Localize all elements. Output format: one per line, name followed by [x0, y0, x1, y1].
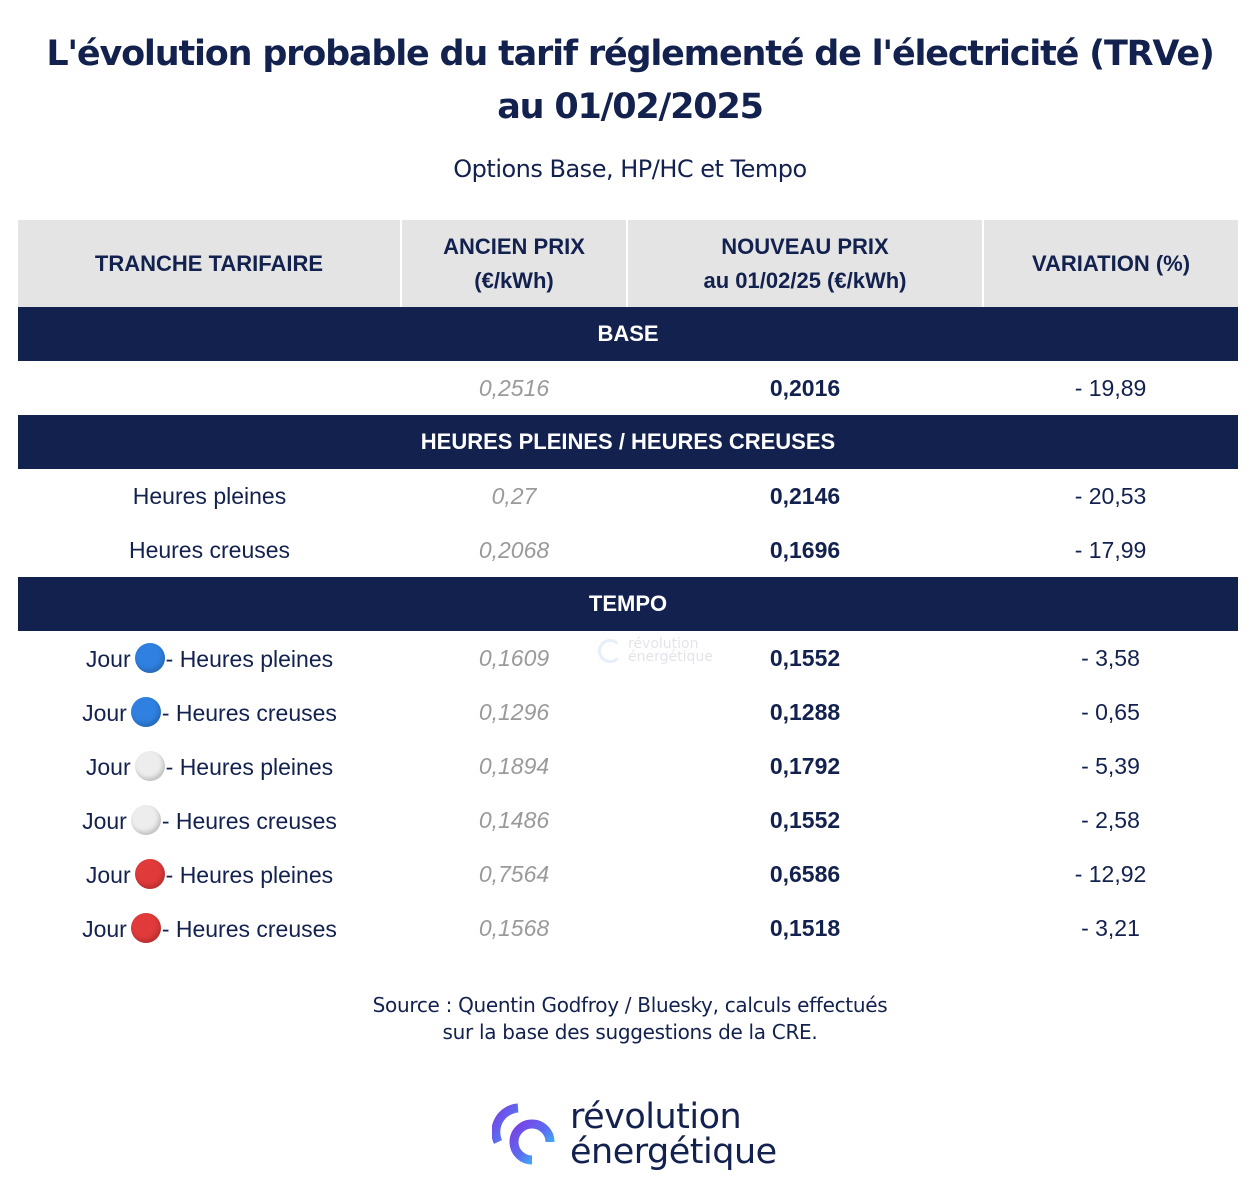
- table-row: Heures pleines 0,27 0,2146 - 20,53: [18, 469, 1238, 523]
- section-header-base: BASE: [18, 307, 1238, 361]
- section-header-hphc: HEURES PLEINES / HEURES CREUSES: [18, 415, 1238, 469]
- revolution-energetique-logo-icon: [492, 1103, 555, 1165]
- table-row: 0,2516 0,2016 - 19,89: [18, 361, 1238, 415]
- title-line-1: L'évolution probable du tarif réglementé…: [46, 34, 1215, 74]
- new-price: 0,2146: [769, 482, 841, 509]
- table-row: Jour - Heures pleines 0,1609 0,1552 - 3,5…: [18, 631, 1238, 685]
- variation: - 2,58: [1081, 806, 1140, 833]
- variation: - 17,99: [1074, 536, 1147, 563]
- table-row: Jour - Heures pleines 0,1894 0,1792 - 5,3…: [18, 739, 1238, 793]
- old-price: 0,1894: [478, 752, 550, 779]
- source-note: Source : Quentin Godfroy / Bluesky, calc…: [372, 993, 888, 1044]
- tranche-label: Jour - Heures pleines: [18, 631, 401, 685]
- section-header-tempo: TEMPO: [18, 577, 1238, 631]
- section-title: HEURES PLEINES / HEURES CREUSES: [18, 415, 1238, 469]
- section-title: TEMPO: [18, 577, 1238, 631]
- variation: - 12,92: [1074, 860, 1147, 887]
- column-header-tranche: TRANCHE TARIFAIRE: [18, 220, 401, 307]
- table-row: Jour - Heures pleines 0,7564 0,6586 - 12,…: [18, 847, 1238, 901]
- title-line-2: au 01/02/2025: [497, 87, 764, 127]
- new-price: 0,2016: [769, 374, 841, 401]
- tranche-label: Heures pleines: [132, 482, 287, 509]
- new-price: 0,1792: [769, 752, 841, 779]
- tranche-label: [18, 361, 401, 415]
- logo-line-2: énergétique: [570, 1132, 777, 1172]
- variation: - 0,65: [1081, 698, 1140, 725]
- column-header-ancien-prix: ANCIEN PRIX (€/kWh): [400, 220, 627, 307]
- table-row: Jour - Heures creuses 0,1568 0,1518 - 3,2…: [18, 901, 1238, 955]
- variation: - 19,89: [1074, 374, 1147, 401]
- variation: - 3,58: [1081, 644, 1140, 671]
- tranche-label: Jour - Heures pleines: [18, 847, 401, 901]
- logo-line-1: révolution: [570, 1097, 742, 1137]
- old-price: 0,27: [491, 482, 537, 509]
- section-title: BASE: [18, 307, 1238, 361]
- new-price: 0,1552: [769, 806, 841, 833]
- old-price: 0,2516: [478, 374, 550, 401]
- new-price: 0,1696: [769, 536, 841, 563]
- old-price: 0,1486: [478, 806, 550, 833]
- brand-logo: révolution énergétique: [492, 1100, 777, 1170]
- blue-day-dot-icon: [130, 697, 161, 727]
- tariff-table: TRANCHE TARIFAIRE ANCIEN PRIX (€/kWh) NOU…: [18, 220, 1238, 955]
- column-header-nouveau-prix: NOUVEAU PRIX au 01/02/25 (€/kWh): [626, 220, 983, 307]
- old-price: 0,1609: [478, 644, 550, 671]
- red-day-dot-icon: [134, 859, 165, 889]
- old-price: 0,2068: [478, 536, 550, 563]
- blue-day-dot-icon: [134, 643, 165, 673]
- new-price: 0,1518: [769, 914, 841, 941]
- table-row: Jour - Heures creuses 0,1296 0,1288 - 0,6…: [18, 685, 1238, 739]
- tranche-label: Jour - Heures creuses: [18, 685, 401, 739]
- tranche-label: Jour - Heures creuses: [18, 793, 401, 847]
- tranche-label: Jour - Heures pleines: [18, 739, 401, 793]
- watermark: révolution énergétique: [598, 637, 713, 664]
- watermark-logo-icon: [598, 639, 622, 663]
- old-price: 0,1296: [478, 698, 550, 725]
- old-price: 0,7564: [478, 860, 550, 887]
- old-price: 0,1568: [478, 914, 550, 941]
- new-price: 0,6586: [769, 860, 841, 887]
- variation: - 5,39: [1081, 752, 1140, 779]
- variation: - 3,21: [1081, 914, 1140, 941]
- page-title: L'évolution probable du tarif réglementé…: [0, 28, 1260, 134]
- page-subtitle: Options Base, HP/HC et Tempo: [453, 155, 807, 183]
- variation: - 20,53: [1074, 482, 1147, 509]
- red-day-dot-icon: [130, 913, 161, 943]
- white-day-dot-icon: [130, 805, 161, 835]
- column-header-variation: VARIATION (%): [982, 220, 1238, 307]
- new-price: 0,1288: [769, 698, 841, 725]
- tranche-label: Heures creuses: [128, 536, 291, 563]
- white-day-dot-icon: [134, 751, 165, 781]
- new-price: 0,1552: [769, 644, 841, 671]
- tranche-label: Jour - Heures creuses: [18, 901, 401, 955]
- table-header-row: TRANCHE TARIFAIRE ANCIEN PRIX (€/kWh) NOU…: [18, 220, 1238, 307]
- table-row: Jour - Heures creuses 0,1486 0,1552 - 2,5…: [18, 793, 1238, 847]
- table-row: Heures creuses 0,2068 0,1696 - 17,99: [18, 523, 1238, 577]
